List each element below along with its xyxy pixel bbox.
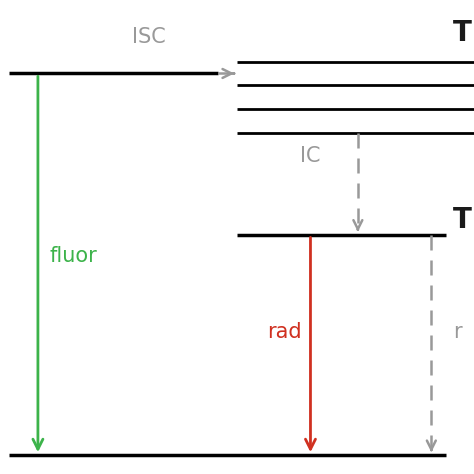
Text: r: r [453,322,461,342]
Text: T: T [453,206,472,235]
Text: fluor: fluor [50,246,97,266]
Text: IC: IC [300,146,321,166]
Text: rad: rad [267,322,302,342]
Text: T: T [453,19,472,47]
Text: ISC: ISC [132,27,166,47]
